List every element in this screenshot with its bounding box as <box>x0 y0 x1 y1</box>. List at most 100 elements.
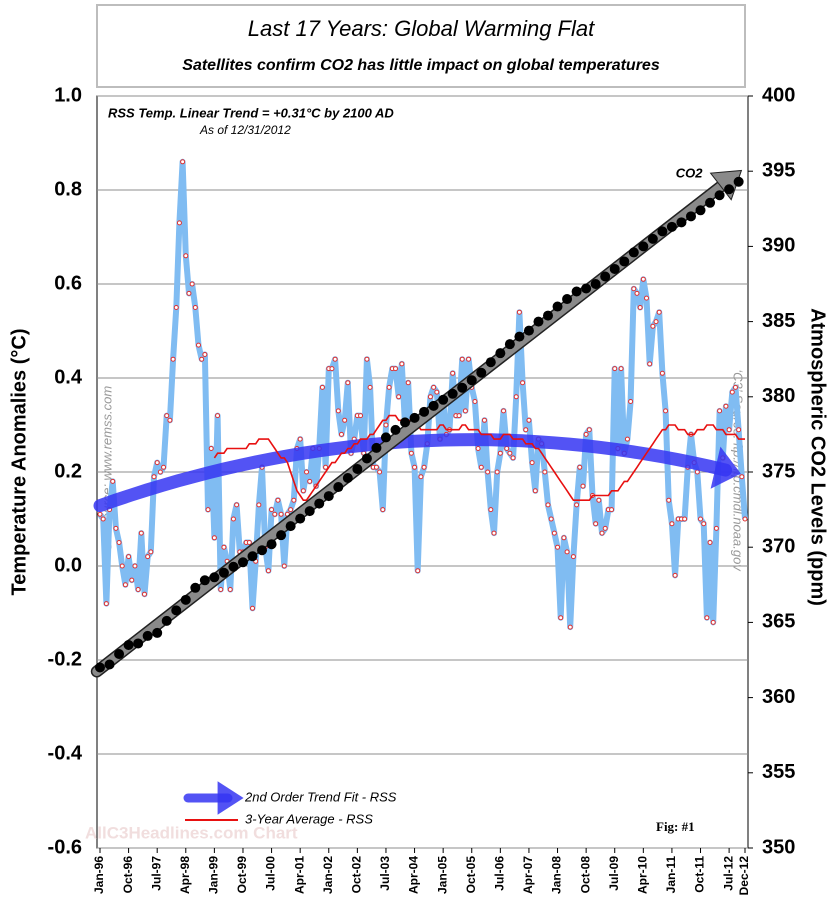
temperature-point <box>526 417 532 423</box>
temperature-point <box>275 497 281 503</box>
temperature-point <box>421 464 427 470</box>
temperature-point <box>729 389 735 395</box>
temperature-point <box>405 380 411 386</box>
x-tick-label: Jul-09 <box>607 856 621 891</box>
temperature-point <box>510 455 516 461</box>
temperature-point <box>148 549 154 555</box>
temperature-point <box>358 413 364 419</box>
co2-point <box>95 662 105 673</box>
co2-point <box>466 375 477 386</box>
temperature-point <box>698 516 704 522</box>
temperature-point <box>637 305 643 310</box>
co2-point <box>428 400 439 411</box>
temperature-point <box>304 469 310 475</box>
co2-point <box>257 545 268 556</box>
co2-point <box>237 557 248 568</box>
x-tick-label: Jul-03 <box>378 856 392 891</box>
y-tick-label: 0.8 <box>54 178 82 200</box>
temperature-point <box>523 427 529 433</box>
temperature-point <box>186 290 192 296</box>
temperature-point <box>640 276 646 282</box>
temperature-point <box>583 431 589 437</box>
co2-point <box>371 442 382 453</box>
temperature-point <box>135 587 141 592</box>
temperature-point <box>329 366 335 372</box>
temperature-point <box>208 446 214 451</box>
temperature-point <box>580 483 586 489</box>
x-tick-label: Jan-02 <box>321 856 335 894</box>
co2-point <box>447 388 458 399</box>
co2-point <box>123 639 134 650</box>
temperature-point <box>157 469 163 475</box>
temperature-point <box>701 521 707 527</box>
temperature-point <box>202 352 208 357</box>
x-tick-label: Jul-00 <box>264 856 278 891</box>
co2-point <box>619 256 630 267</box>
y-tick-label: 0.6 <box>54 272 82 294</box>
legend-key-head <box>217 781 244 815</box>
temperature-point <box>513 394 519 400</box>
legend-label: 3-Year Average - RSS <box>245 811 373 826</box>
x-tick-label: Apr-01 <box>292 856 306 894</box>
y2-tick-label: 385 <box>762 310 795 332</box>
co2-point <box>676 217 687 228</box>
co2-point <box>266 539 277 550</box>
co2-point <box>590 279 601 289</box>
x-tick-label: Oct-99 <box>235 856 249 894</box>
temperature-point <box>195 342 201 348</box>
co2-point <box>333 482 344 493</box>
temperature-point <box>281 563 287 569</box>
co2-point <box>647 233 658 244</box>
temperature-point <box>119 563 125 569</box>
co2-point <box>685 211 696 222</box>
temperature-point <box>542 469 548 475</box>
temperature-point <box>612 366 618 372</box>
temperature-point <box>739 474 745 480</box>
x-tick-label: Jul-12 <box>721 856 735 891</box>
temperature-point <box>218 587 224 592</box>
co2-point <box>361 453 372 464</box>
temperature-point <box>659 370 665 376</box>
temperature-point <box>392 366 398 372</box>
temperature-point <box>332 356 338 362</box>
temperature-point <box>672 572 678 578</box>
temperature-point <box>342 417 348 423</box>
temperature-point <box>501 408 507 414</box>
temperature-point <box>504 446 510 451</box>
co2-point <box>352 463 363 474</box>
x-tick-label: Jan-05 <box>435 856 449 894</box>
temperature-point <box>412 464 418 470</box>
temperature-point <box>694 469 700 475</box>
temperature-point <box>682 516 688 522</box>
x-tick-label: Apr-10 <box>635 856 649 894</box>
temperature-point <box>516 309 522 315</box>
co2-point <box>609 263 620 274</box>
y-tick-label: 0.2 <box>54 460 82 482</box>
x-tick-label: Jan-08 <box>550 856 564 894</box>
co2-point <box>276 530 287 541</box>
co2-point <box>562 294 573 305</box>
co2-point <box>104 659 115 670</box>
co2-point <box>571 286 582 297</box>
temperature-point <box>230 516 236 522</box>
trend-fit-arrow <box>93 433 733 513</box>
temperature-point <box>663 408 669 414</box>
annotation: RSS Temp. Linear Trend = +0.31°C by 2100… <box>108 105 394 120</box>
x-tick-label: Oct-96 <box>121 856 135 894</box>
y2-tick-label: 375 <box>762 460 795 482</box>
temperature-point <box>335 408 341 414</box>
temperature-point <box>408 450 414 456</box>
temperature-point <box>618 366 624 372</box>
title-box <box>96 4 746 88</box>
x-tick-label: Jul-97 <box>149 856 163 891</box>
x-tick-label: Jan-11 <box>664 856 678 894</box>
co2-point <box>295 513 306 524</box>
temperature-point <box>288 507 294 513</box>
co2-point <box>705 197 716 208</box>
temperature-point <box>97 511 103 517</box>
temperature-point <box>475 446 481 451</box>
temperature-point <box>396 394 402 400</box>
co2-point <box>133 638 144 649</box>
y2-tick-label: 390 <box>762 235 795 257</box>
temperature-point <box>478 464 484 470</box>
